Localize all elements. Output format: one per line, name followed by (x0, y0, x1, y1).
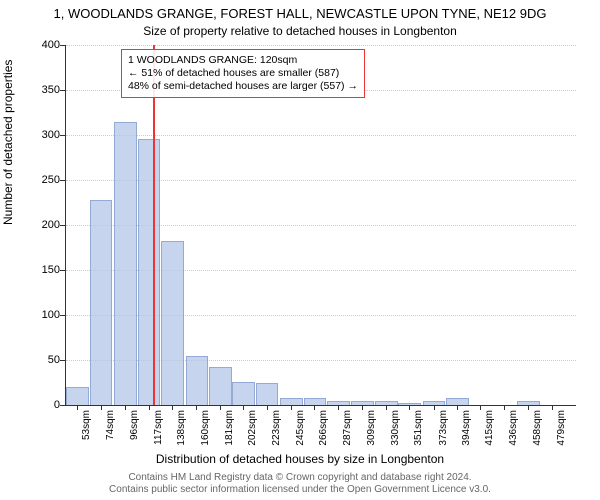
gridline (66, 45, 576, 46)
x-tick-label: 436sqm (508, 410, 519, 450)
chart-container: 1, WOODLANDS GRANGE, FOREST HALL, NEWCAS… (0, 0, 600, 500)
x-tick-mark (220, 405, 221, 410)
y-tick-mark (60, 315, 65, 316)
y-tick-mark (60, 135, 65, 136)
y-tick-label: 200 (30, 219, 60, 231)
histogram-bar (446, 398, 469, 405)
x-tick-label: 53sqm (81, 410, 92, 450)
x-tick-label: 160sqm (200, 410, 211, 450)
y-tick-label: 300 (30, 129, 60, 141)
y-tick-mark (60, 405, 65, 406)
x-tick-label: 181sqm (224, 410, 235, 450)
y-tick-label: 350 (30, 84, 60, 96)
x-tick-mark (528, 405, 529, 410)
histogram-bar (304, 398, 327, 405)
x-tick-mark (243, 405, 244, 410)
y-tick-label: 100 (30, 309, 60, 321)
x-tick-mark (504, 405, 505, 410)
x-tick-mark (101, 405, 102, 410)
x-tick-label: 138sqm (176, 410, 187, 450)
x-tick-label: 351sqm (413, 410, 424, 450)
x-tick-mark (172, 405, 173, 410)
x-tick-label: 415sqm (484, 410, 495, 450)
histogram-bar (90, 200, 113, 405)
x-tick-label: 479sqm (556, 410, 567, 450)
y-tick-label: 0 (30, 399, 60, 411)
x-tick-mark (267, 405, 268, 410)
y-tick-mark (60, 225, 65, 226)
x-tick-mark (338, 405, 339, 410)
x-tick-label: 287sqm (342, 410, 353, 450)
histogram-bar (138, 139, 161, 405)
annotation-box: 1 WOODLANDS GRANGE: 120sqm ← 51% of deta… (121, 49, 365, 98)
histogram-bar (161, 241, 184, 405)
x-tick-mark (457, 405, 458, 410)
x-tick-mark (409, 405, 410, 410)
x-tick-mark (125, 405, 126, 410)
x-tick-label: 117sqm (153, 410, 164, 450)
title-line-2: Size of property relative to detached ho… (0, 24, 600, 38)
y-tick-label: 400 (30, 39, 60, 51)
x-tick-label: 74sqm (105, 410, 116, 450)
x-tick-label: 309sqm (366, 410, 377, 450)
title-line-1: 1, WOODLANDS GRANGE, FOREST HALL, NEWCAS… (0, 6, 600, 21)
annotation-line-1: 1 WOODLANDS GRANGE: 120sqm (128, 54, 358, 67)
x-tick-label: 458sqm (532, 410, 543, 450)
x-tick-mark (291, 405, 292, 410)
x-tick-mark (314, 405, 315, 410)
x-tick-label: 266sqm (318, 410, 329, 450)
property-marker-line (153, 45, 155, 405)
histogram-bar (186, 356, 209, 406)
x-tick-mark (149, 405, 150, 410)
y-tick-mark (60, 270, 65, 271)
histogram-bar (114, 122, 137, 406)
y-tick-mark (60, 360, 65, 361)
y-tick-mark (60, 90, 65, 91)
x-tick-label: 330sqm (390, 410, 401, 450)
footer-line-2: Contains public sector information licen… (0, 484, 600, 496)
x-tick-mark (77, 405, 78, 410)
attribution-footer: Contains HM Land Registry data © Crown c… (0, 472, 600, 496)
y-tick-mark (60, 180, 65, 181)
y-tick-mark (60, 45, 65, 46)
x-tick-mark (196, 405, 197, 410)
y-axis-label: Number of detached properties (1, 60, 15, 225)
histogram-bar (209, 367, 232, 405)
x-tick-mark (480, 405, 481, 410)
x-tick-label: 96sqm (129, 410, 140, 450)
y-tick-label: 150 (30, 264, 60, 276)
histogram-bar (232, 382, 255, 405)
x-tick-mark (362, 405, 363, 410)
x-tick-label: 373sqm (438, 410, 449, 450)
x-tick-label: 223sqm (271, 410, 282, 450)
y-tick-label: 50 (30, 354, 60, 366)
footer-line-1: Contains HM Land Registry data © Crown c… (0, 472, 600, 484)
x-tick-label: 394sqm (461, 410, 472, 450)
x-axis-label: Distribution of detached houses by size … (0, 452, 600, 466)
annotation-line-2: ← 51% of detached houses are smaller (58… (128, 67, 358, 80)
x-tick-mark (434, 405, 435, 410)
plot-area: 1 WOODLANDS GRANGE: 120sqm ← 51% of deta… (65, 45, 576, 406)
gridline (66, 135, 576, 136)
histogram-bar (280, 398, 303, 405)
x-tick-mark (386, 405, 387, 410)
x-tick-label: 202sqm (247, 410, 258, 450)
histogram-bar (66, 387, 89, 405)
y-tick-label: 250 (30, 174, 60, 186)
x-tick-label: 245sqm (295, 410, 306, 450)
histogram-bar (256, 383, 279, 406)
annotation-line-3: 48% of semi-detached houses are larger (… (128, 80, 358, 93)
x-tick-mark (552, 405, 553, 410)
